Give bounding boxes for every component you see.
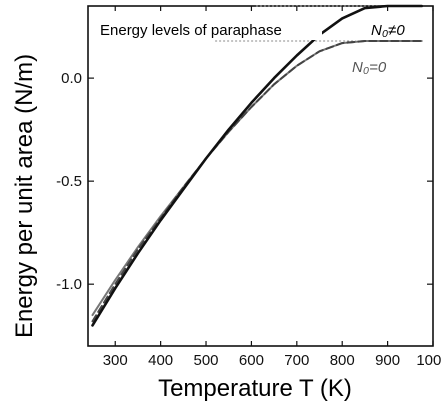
x-tick-label: 800 — [330, 352, 355, 369]
y-axis: 0.0 -0.5 -1.0 — [56, 70, 433, 293]
n0-nonzero-label: N₀≠0 — [371, 22, 405, 39]
paraphase-label: Energy levels of paraphase — [100, 22, 282, 39]
x-tick-label: 900 — [375, 352, 400, 369]
x-tick-label: 400 — [148, 352, 173, 369]
series-layer — [91, 4, 424, 327]
plot-frame — [87, 5, 434, 347]
series-line — [91, 40, 423, 317]
y-axis-title: Energy per unit area (N/m) — [11, 54, 38, 338]
paraphase-label-bg — [94, 18, 322, 40]
x-tick-label: 500 — [194, 352, 219, 369]
y-tick-label: -1.0 — [56, 276, 82, 293]
x-tick-label: 600 — [239, 352, 264, 369]
y-tick-label: 0.0 — [61, 70, 82, 87]
reference-lines — [215, 5, 388, 42]
series-line — [91, 4, 424, 327]
x-tick-label: 700 — [284, 352, 309, 369]
y-tick-label: -0.5 — [56, 173, 82, 190]
n0-zero-label: N₀=0 — [352, 59, 387, 76]
x-axis-title: Temperature T (K) — [158, 375, 352, 402]
series-line — [91, 40, 423, 323]
x-tick-label: 300 — [103, 352, 128, 369]
